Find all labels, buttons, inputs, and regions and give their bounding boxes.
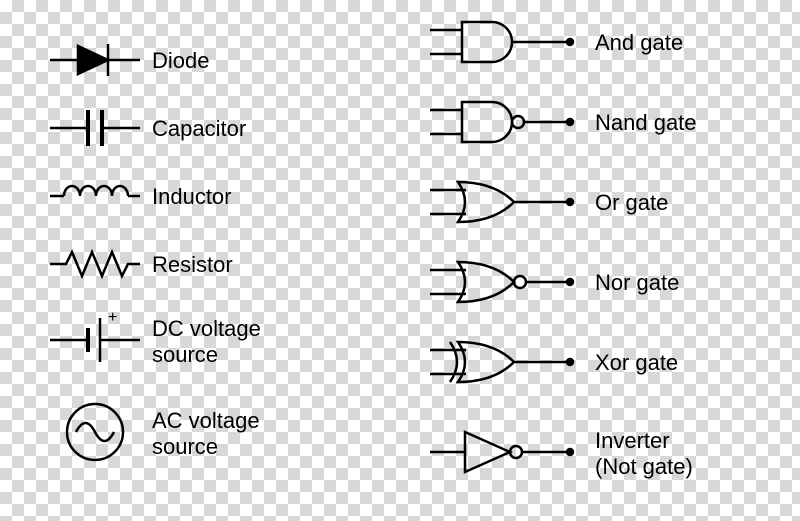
and-gate-icon <box>430 22 573 62</box>
inductor-icon <box>50 186 140 196</box>
xor-gate-icon <box>430 342 573 382</box>
dc-label-1: DC voltage <box>152 316 261 341</box>
capacitor-label: Capacitor <box>152 116 246 141</box>
diode-icon <box>50 44 140 76</box>
dc-plus-icon: + <box>108 309 117 326</box>
diode-label: Diode <box>152 48 209 73</box>
dc-source-icon <box>50 318 140 362</box>
not-label-1: Inverter <box>595 428 670 453</box>
or-gate-icon <box>430 182 573 222</box>
nor-label: Nor gate <box>595 270 679 295</box>
ac-label-1: AC voltage <box>152 408 260 433</box>
dc-label-2: source <box>152 342 218 367</box>
diagram-svg: Diode Capacitor Inductor Resistor + DC v… <box>0 0 800 521</box>
and-label: And gate <box>595 30 683 55</box>
inductor-label: Inductor <box>152 184 232 209</box>
or-label: Or gate <box>595 190 668 215</box>
ac-source-icon <box>67 404 123 460</box>
not-gate-icon <box>430 432 573 472</box>
nand-label: Nand gate <box>595 110 697 135</box>
resistor-icon <box>50 252 140 276</box>
nand-gate-icon <box>430 102 573 142</box>
capacitor-icon <box>50 110 140 146</box>
nor-gate-icon <box>430 262 573 302</box>
xor-label: Xor gate <box>595 350 678 375</box>
ac-label-2: source <box>152 434 218 459</box>
not-label-2: (Not gate) <box>595 454 693 479</box>
resistor-label: Resistor <box>152 252 233 277</box>
